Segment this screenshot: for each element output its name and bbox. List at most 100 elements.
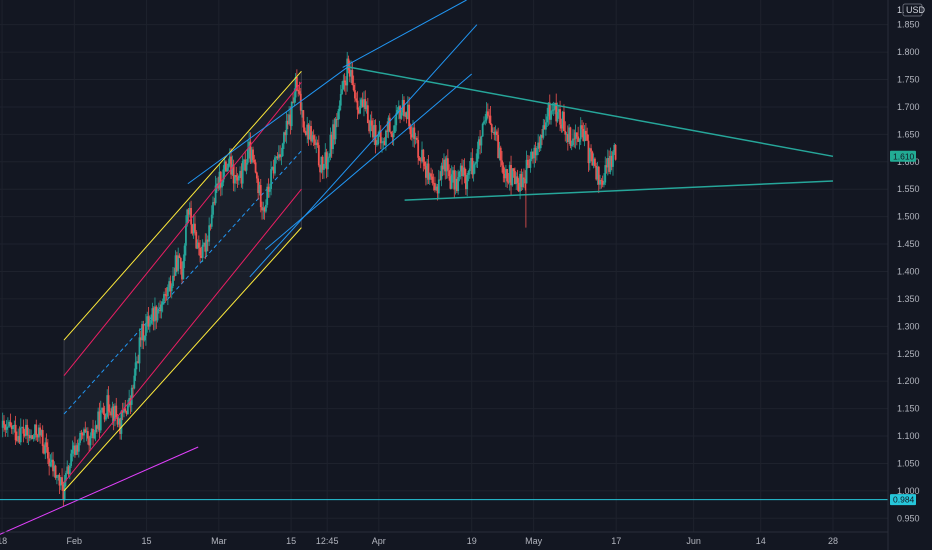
candle-body [418,157,421,161]
candle-body [8,421,11,427]
price-tick-label: 1.300 [897,321,920,331]
candle-body [370,120,373,126]
candle-body [550,110,552,120]
candle-body [329,134,332,157]
candle-body [337,111,340,120]
candle-body [274,157,276,174]
currency-prefix: 1. [897,5,905,15]
time-axis-ticks[interactable]: 18 Feb 15 Mar 15 12:45 Apr 19 May 17 Jun 14 28 [0,536,838,546]
candle-body [614,144,617,160]
candle-body [591,151,594,166]
candlestick-series[interactable] [1,51,617,507]
candle-body [295,77,298,90]
candle-body [218,171,221,189]
candle-body [346,58,349,86]
drawing-tools[interactable] [0,0,834,540]
candle-body [194,223,196,232]
candle-body [254,162,257,173]
candle-body [55,476,58,478]
candle-body [279,154,282,158]
candle-body [111,406,114,416]
candle-body [272,166,275,174]
candle-body [592,158,595,166]
time-tick-label: Mar [211,536,227,546]
candle-body [305,131,307,135]
candle-body [90,428,93,436]
candle-body [595,165,598,180]
candle-body [97,411,100,429]
candle-body [497,135,500,159]
candle-body [519,174,521,192]
candle-body [119,418,122,434]
price-tick-label: 1.250 [897,349,920,359]
candle-body [234,175,236,184]
candle-body [605,165,608,168]
candle-body [551,110,554,112]
candle-body [161,301,164,305]
candle-body [603,182,605,185]
candle-body [61,477,63,485]
candle-body [177,255,180,271]
candle-body [507,181,510,183]
candle-body [590,148,592,152]
currency-label[interactable]: 1. USD [897,3,926,17]
candle-body [406,104,409,119]
candle-body [582,128,585,142]
candle-body [203,243,205,245]
candle-body [57,475,60,477]
candle-body [498,147,501,159]
candle-body [561,111,564,129]
candle-body [135,361,138,363]
candle-body [156,309,159,321]
candle-body [39,427,42,436]
time-tick-label: May [525,536,543,546]
candle-body [502,165,505,174]
candle-body [524,178,527,184]
price-axis-panel[interactable] [888,0,932,550]
candle-body [445,158,448,172]
candle-body [450,174,453,189]
time-tick-label: 15 [286,536,296,546]
candle-body [523,177,525,179]
candle-body [492,131,494,133]
candle-body [408,104,411,127]
horizontal-line-label: 0.984 [893,495,915,505]
candle-body [544,122,547,130]
candle-body [124,408,127,412]
candle-body [458,171,461,178]
candle-body [266,186,269,205]
candle-body [175,255,178,271]
candle-body [457,177,460,192]
candle-body [594,158,596,166]
candle-body [532,151,534,159]
candle-body [392,132,395,138]
candle-body [517,182,520,192]
candle-body [422,149,425,162]
candle-body [28,435,31,439]
horizontal-line-badge: 0.984 [890,494,916,506]
candle-body [321,156,324,170]
candle-body [22,427,25,434]
candle-body [382,141,385,143]
time-tick-label: 19 [467,536,477,546]
candle-body [150,320,152,324]
candle-body [79,432,82,443]
candle-body [74,445,76,455]
candle-body [557,109,560,112]
candle-body [14,424,17,441]
candle-body [421,149,423,161]
candle-body [164,294,167,296]
candle-body [139,337,142,341]
candle-body [160,304,163,312]
candle-body [25,424,27,436]
candle-body [493,131,496,135]
candle-body [588,148,591,164]
price-tick-label: 1.100 [897,431,920,441]
candle-body [170,286,173,292]
candle-body [178,255,181,258]
candle-body [604,165,607,183]
candle-body [9,421,12,426]
candle-body [533,147,536,159]
candle-body [404,112,407,117]
